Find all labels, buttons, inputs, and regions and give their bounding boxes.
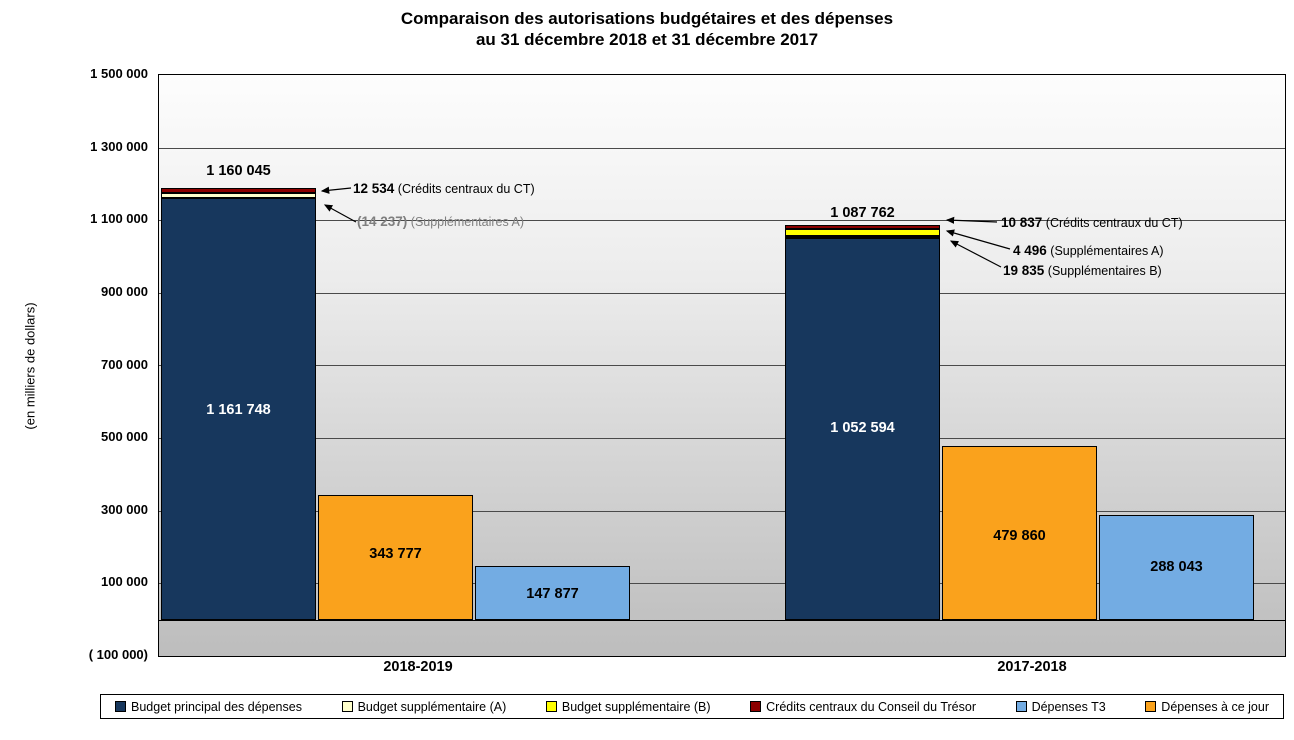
arrow-supplementaires-a-2017 [945,229,1011,250]
legend-label: Dépenses à ce jour [1161,699,1269,714]
legend-swatch-budget-principal [115,701,126,712]
annotation-value: 12 534 [353,181,395,196]
annotation-supplementaires-b-2017: 19 835 (Supplémentaires B) [1003,263,1162,278]
annotation-credits-ct-2017: 10 837 (Crédits centraux du CT) [1001,215,1183,230]
y-tick-label: 1 300 000 [90,139,148,154]
gridline [159,438,1285,439]
y-tick-label: 900 000 [101,284,148,299]
annotation-value: 10 837 [1001,215,1043,230]
segment-budget-principal-2017 [785,237,940,620]
chart-title-line2: au 31 décembre 2018 et 31 décembre 2017 [475,30,819,50]
value-label-budget-principal-2018: 1 161 748 [206,402,271,418]
legend-label: Dépenses T3 [1031,699,1106,714]
category-label-2017-2018: 2017-2018 [997,659,1067,675]
arrow-credits-ct-2018 [320,186,352,194]
annotation-value: 4 496 [1013,243,1047,258]
gridline [159,293,1285,294]
y-tick-label: ( 100 000) [88,647,148,662]
legend-item-credits-centraux: Crédits centraux du Conseil du Trésor [750,700,976,714]
y-tick-label: 1 100 000 [90,211,148,226]
chart-title: Comparaison des autorisations budgétaire… [0,8,1294,51]
annotation-supplementaires-a-2018: (14 237) (Supplémentaires A) [357,214,524,229]
segment-budget-supplementaire-a-2017 [785,235,940,238]
legend-label: Crédits centraux du Conseil du Trésor [766,699,976,714]
annotation-value: (14 237) [357,214,408,229]
annotation-name: (Supplémentaires A) [410,215,525,229]
annotation-credits-ct-2018: 12 534 (Crédits centraux du CT) [353,181,535,196]
value-label-depenses-t3-2017: 288 043 [1150,559,1203,575]
annotation-value: 19 835 [1003,263,1045,278]
y-tick-label: 1 500 000 [90,66,148,81]
legend-label: Budget supplémentaire (A) [357,699,507,714]
legend-swatch-budget-supplementaire-b [545,701,557,712]
gridline [159,365,1285,366]
bar-authorizations-2017-2018 [785,224,940,620]
value-label-depenses-a-ce-jour-2018: 343 777 [369,546,422,562]
category-label-2018-2019: 2018-2019 [383,659,453,675]
legend-item-budget-supplementaire-a: Budget supplémentaire (A) [341,699,507,714]
legend-label: Budget supplémentaire (B) [561,699,711,714]
annotation-name: (Crédits centraux du CT) [397,182,535,196]
bar-depenses-a-ce-jour-2018-2019 [318,495,473,620]
bar-authorizations-2018-2019 [161,188,316,620]
legend-item-depenses-t3: Dépenses T3 [1015,699,1106,714]
gridline [159,511,1285,512]
segment-credits-centraux-ct-2018 [161,188,316,193]
segment-budget-principal-2018 [161,198,316,620]
segment-credits-centraux-ct-2017 [785,224,940,229]
y-tick-label: 100 000 [101,574,148,589]
gridline [159,148,1285,149]
gridline [159,220,1285,221]
legend-label: Budget principal des dépenses [131,699,302,714]
zero-axis-line [159,620,1285,621]
value-label-depenses-a-ce-jour-2017: 479 860 [993,528,1046,544]
legend-swatch-budget-supplementaire-a [341,701,353,712]
legend-swatch-depenses-a-ce-jour [1145,701,1157,712]
plot-area: 1 160 045 1 161 748 343 777 147 877 1 08… [158,74,1286,657]
total-label-2017-2018: 1 087 762 [830,205,895,221]
legend-item-budget-supplementaire-b: Budget supplémentaire (B) [545,699,711,714]
y-tick-label: 300 000 [101,502,148,517]
annotation-name: (Crédits centraux du CT) [1045,216,1183,230]
value-label-depenses-t3-2018: 147 877 [526,586,579,602]
legend-swatch-credits-centraux [750,701,762,712]
arrow-supplementaires-b-2017 [949,240,1002,268]
annotation-supplementaires-a-2017: 4 496 (Supplémentaires A) [1013,243,1164,258]
y-tick-label: 700 000 [101,357,148,372]
legend-item-depenses-a-ce-jour: Dépenses à ce jour [1145,700,1269,714]
segment-budget-supplementaire-b-2017 [785,228,940,236]
value-label-budget-principal-2017: 1 052 594 [830,420,895,436]
annotation-name: (Supplémentaires B) [1047,264,1162,278]
y-tick-label: 500 000 [101,429,148,444]
chart-legend: Budget principal des dépenses Budget sup… [100,694,1284,719]
bar-depenses-t3-2017-2018 [1099,515,1254,620]
total-label-2018-2019: 1 160 045 [206,163,271,179]
gridline [159,583,1285,584]
legend-swatch-depenses-t3 [1015,701,1027,712]
bar-depenses-t3-2018-2019 [475,566,630,620]
annotation-name: (Supplémentaires A) [1050,244,1164,258]
bar-depenses-a-ce-jour-2017-2018 [942,445,1097,620]
legend-item-budget-principal: Budget principal des dépenses [115,700,302,714]
chart-title-line1: Comparaison des autorisations budgétaire… [400,9,894,28]
segment-budget-supplementaire-a-2018 [161,192,316,199]
